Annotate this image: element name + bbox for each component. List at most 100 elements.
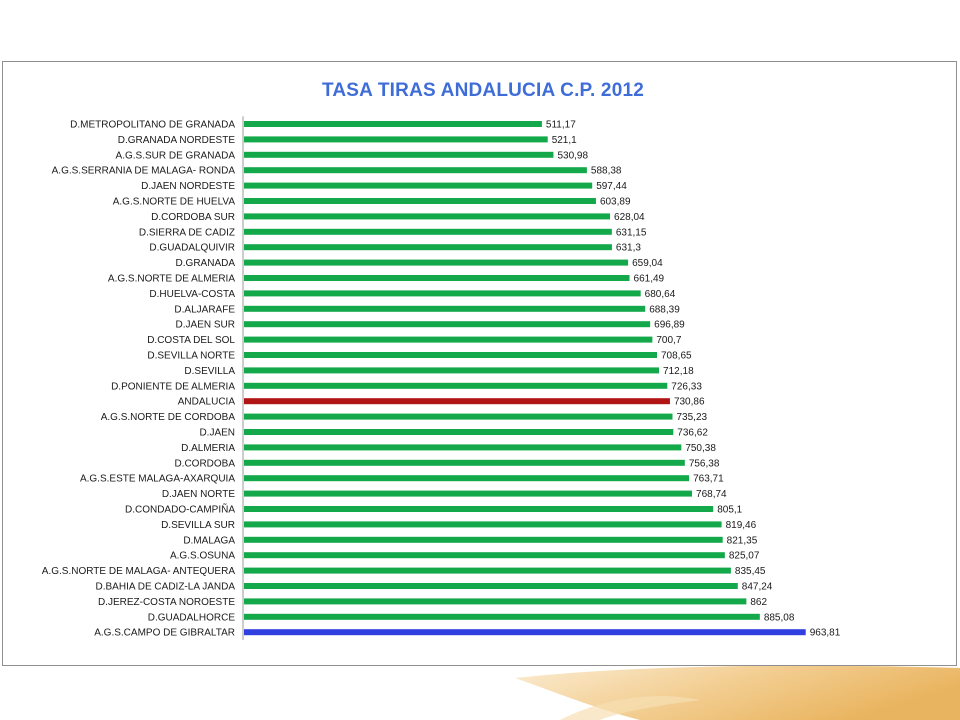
value-label: 821,35 bbox=[727, 535, 758, 546]
category-label: D.SEVILLA bbox=[184, 366, 235, 377]
value-label: 588,38 bbox=[591, 166, 622, 177]
bar bbox=[244, 583, 738, 589]
bar bbox=[244, 198, 596, 204]
value-label: 819,46 bbox=[726, 520, 757, 531]
value-label: 963,81 bbox=[810, 628, 841, 639]
value-label: 680,64 bbox=[645, 289, 676, 300]
bar bbox=[244, 521, 722, 528]
value-label: 750,38 bbox=[685, 443, 716, 454]
category-label: D.JAEN NORTE bbox=[162, 489, 235, 500]
category-label: D.GRANADA NORDESTE bbox=[118, 135, 236, 146]
bar bbox=[244, 382, 668, 389]
value-label: 730,86 bbox=[674, 397, 705, 408]
bar bbox=[244, 290, 641, 297]
bar bbox=[244, 629, 806, 636]
bar bbox=[244, 613, 760, 620]
bar bbox=[244, 151, 554, 158]
category-label: D.CONDADO-CAMPIÑA bbox=[125, 503, 235, 516]
category-label: A.G.S.ESTE MALAGA-AXARQUIA bbox=[80, 474, 235, 485]
value-label: 511,17 bbox=[546, 120, 576, 131]
value-label: 885,08 bbox=[764, 612, 795, 623]
value-label: 735,23 bbox=[676, 412, 707, 423]
bar bbox=[244, 244, 612, 251]
bar bbox=[244, 367, 660, 374]
bar bbox=[244, 459, 685, 466]
value-label: 661,49 bbox=[634, 274, 665, 285]
bar bbox=[244, 182, 593, 189]
bar bbox=[244, 213, 611, 220]
bar-chart: D.METROPOLITANO DE GRANADA 511,17 D.GRANAD… bbox=[42, 116, 841, 640]
value-label: 862 bbox=[750, 597, 767, 608]
category-label: A.G.S.CAMPO DE GIBRALTAR bbox=[94, 628, 235, 639]
category-label: D.COSTA DEL SOL bbox=[147, 335, 235, 346]
bar bbox=[244, 321, 651, 328]
category-label: A.G.S.SUR DE GRANADA bbox=[116, 150, 236, 161]
value-label: 688,39 bbox=[649, 304, 680, 315]
value-label: 631,3 bbox=[616, 243, 641, 254]
value-label: 768,74 bbox=[696, 489, 727, 500]
bar bbox=[244, 398, 670, 405]
category-label: D.SIERRA DE CADIZ bbox=[139, 227, 235, 238]
bar bbox=[244, 567, 731, 574]
bar bbox=[244, 136, 548, 143]
category-label: D.MALAGA bbox=[183, 535, 235, 546]
value-label: 835,45 bbox=[735, 566, 766, 577]
bar bbox=[244, 536, 723, 543]
bar bbox=[244, 475, 690, 482]
value-label: 603,89 bbox=[600, 197, 631, 208]
category-label: D.PONIENTE DE ALMERIA bbox=[111, 381, 235, 392]
chart-frame: TASA TIRAS ANDALUCIA C.P. 2012 D.METROPO… bbox=[2, 61, 957, 666]
category-label: D.CORDOBA bbox=[174, 458, 235, 469]
category-label: A.G.S.NORTE DE HUELVA bbox=[113, 197, 236, 208]
value-label: 763,71 bbox=[693, 474, 724, 485]
value-label: 712,18 bbox=[663, 366, 694, 377]
bar bbox=[244, 598, 747, 605]
category-label: D.GUADALHORCE bbox=[148, 612, 236, 623]
bar bbox=[244, 259, 629, 266]
bar bbox=[244, 305, 646, 312]
value-label: 825,07 bbox=[729, 551, 760, 562]
category-label: D.JAEN SUR bbox=[176, 320, 235, 331]
bar bbox=[244, 167, 587, 174]
value-label: 659,04 bbox=[632, 258, 663, 269]
bar bbox=[244, 444, 682, 451]
category-label: A.G.S.NORTE DE ALMERIA bbox=[108, 274, 235, 285]
category-label: D.ALJARAFE bbox=[174, 304, 235, 315]
category-label: D.GUADALQUIVIR bbox=[149, 243, 235, 254]
bar bbox=[244, 228, 612, 235]
value-label: 736,62 bbox=[677, 428, 708, 439]
value-label: 708,65 bbox=[661, 351, 692, 362]
bar bbox=[244, 490, 693, 497]
bar bbox=[244, 336, 653, 343]
category-label: ANDALUCIA bbox=[178, 397, 236, 408]
bar bbox=[244, 352, 658, 358]
category-label: D.JEREZ-COSTA NOROESTE bbox=[98, 597, 235, 608]
bar bbox=[244, 413, 673, 420]
category-label: A.G.S.SERRANIA DE MALAGA- RONDA bbox=[52, 166, 236, 177]
category-label: D.HUELVA-COSTA bbox=[149, 289, 235, 300]
value-label: 805,1 bbox=[717, 505, 742, 516]
value-label: 628,04 bbox=[614, 212, 645, 223]
value-label: 696,89 bbox=[654, 320, 685, 331]
category-label: D.JAEN NORDESTE bbox=[141, 181, 235, 192]
category-label: A.G.S.NORTE DE CORDOBA bbox=[101, 412, 236, 423]
value-label: 726,33 bbox=[671, 381, 702, 392]
category-label: D.ALMERIA bbox=[181, 443, 235, 454]
category-label: D.METROPOLITANO DE GRANADA bbox=[70, 120, 235, 131]
category-label: D.CORDOBA SUR bbox=[151, 212, 235, 223]
bar bbox=[244, 552, 725, 559]
category-label: A.G.S.OSUNA bbox=[170, 551, 235, 562]
category-label: D.SEVILLA NORTE bbox=[147, 351, 235, 362]
value-label: 631,15 bbox=[616, 227, 647, 238]
category-label: D.GRANADA bbox=[176, 258, 236, 269]
value-label: 756,38 bbox=[689, 458, 720, 469]
bar bbox=[244, 121, 542, 127]
bar bbox=[244, 506, 714, 512]
chart-title: TASA TIRAS ANDALUCIA C.P. 2012 bbox=[321, 80, 644, 101]
category-label: A.G.S.NORTE DE MALAGA- ANTEQUERA bbox=[42, 566, 236, 577]
value-label: 530,98 bbox=[557, 150, 588, 161]
value-label: 847,24 bbox=[742, 582, 773, 593]
bar bbox=[244, 275, 630, 281]
value-label: 521,1 bbox=[552, 135, 577, 146]
